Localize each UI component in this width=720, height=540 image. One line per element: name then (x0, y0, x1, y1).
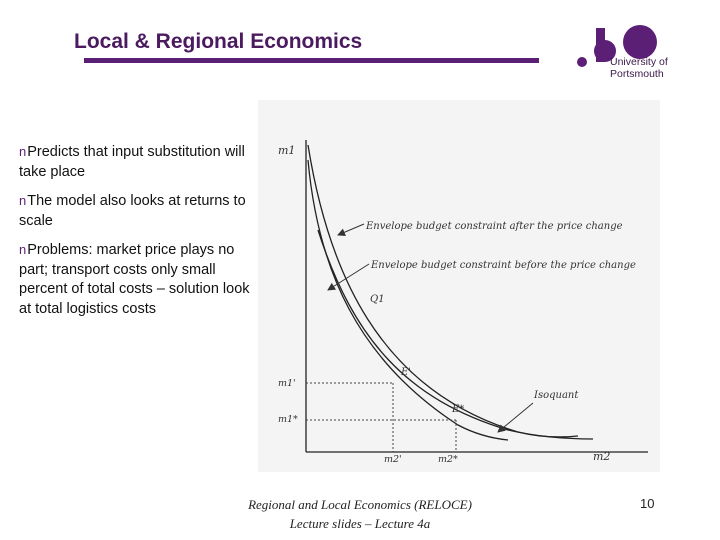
bullet-text: The model also looks at returns to scale (19, 193, 246, 229)
bullet-marker-icon: n (19, 242, 27, 257)
tick-m2-prime: m2' (384, 454, 402, 465)
x-axis-label: m2 (593, 450, 610, 463)
footer-line1: Regional and Local Economics (RELOCE) (248, 497, 472, 512)
tick-m2-star: m2* (438, 454, 458, 465)
footer: Regional and Local Economics (RELOCE) Le… (230, 495, 490, 533)
bullet-marker-icon: n (19, 193, 27, 208)
annotation-isoquant: Isoquant (533, 390, 579, 401)
annotation-before: Envelope budget constraint before the pr… (370, 260, 636, 271)
bullet-list: nPredicts that input substitution will t… (19, 142, 259, 328)
bullet-item: nPredicts that input substitution will t… (19, 142, 259, 182)
bullet-item: nThe model also looks at returns to scal… (19, 191, 259, 231)
page-number: 10 (640, 496, 655, 511)
y-axis-label: m1 (278, 144, 295, 157)
logo-text-line1: University of (610, 56, 668, 68)
logo-text-line2: Portsmouth (610, 68, 664, 80)
logo-dot-medium (594, 40, 616, 62)
label-q1: Q1 (370, 294, 385, 305)
footer-line2: Lecture slides – Lecture 4a (289, 516, 431, 531)
tick-m1-prime: m1' (278, 378, 296, 389)
label-e-star: E* (451, 404, 464, 415)
isoquant-curve (317, 229, 594, 440)
slide-title: Local & Regional Economics (74, 30, 363, 53)
annotation-after: Envelope budget constraint after the pri… (365, 221, 623, 232)
arrow-isoquant-icon (497, 402, 534, 433)
bullet-text: Problems: market price plays no part; tr… (19, 242, 250, 317)
university-logo (577, 25, 657, 67)
arrow-after-icon (337, 223, 365, 236)
logo-dot-small (577, 57, 587, 67)
bullet-marker-icon: n (19, 144, 27, 159)
bullet-text: Predicts that input substitution will ta… (19, 144, 245, 180)
isoquant-figure: m1 m2 E' E* Q1 m1' m1* m2' m2* Envelope … (258, 100, 660, 472)
label-e-prime: E' (400, 367, 411, 378)
tick-m1-star: m1* (278, 414, 298, 425)
logo-dot-large (623, 25, 657, 59)
arrow-before-icon (327, 263, 370, 291)
title-underline (84, 58, 539, 63)
isoquant-diagram: m1 m2 E' E* Q1 m1' m1* m2' m2* Envelope … (278, 140, 648, 465)
bullet-item: nProblems: market price plays no part; t… (19, 240, 259, 319)
envelope-after-curve (307, 159, 509, 441)
